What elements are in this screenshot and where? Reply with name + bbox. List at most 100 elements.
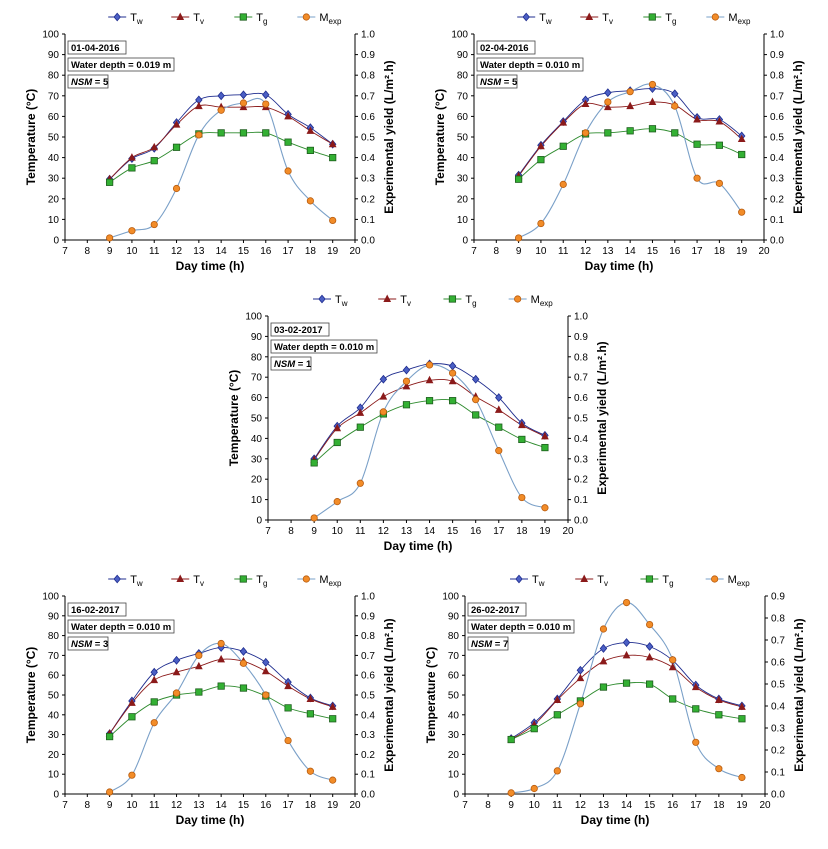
data-point-tw bbox=[495, 393, 503, 403]
x-tick-label: 11 bbox=[149, 800, 160, 811]
legend-marker-tg bbox=[645, 575, 654, 583]
water-depth-box bbox=[476, 57, 584, 72]
data-point-mexp bbox=[425, 361, 434, 369]
data-point-tv bbox=[356, 408, 365, 416]
x-tick-label: 13 bbox=[193, 800, 205, 811]
x-tick-label: 11 bbox=[552, 800, 563, 811]
y-axis-title: Temperature (°C) bbox=[433, 89, 447, 186]
data-point-mexp bbox=[262, 691, 270, 699]
y-tick-label: 50 bbox=[48, 691, 60, 702]
data-point-tv bbox=[645, 652, 654, 661]
y2-tick-label: 1.0 bbox=[574, 312, 588, 323]
y2-tick-label: 0.4 bbox=[770, 153, 784, 164]
data-point-tg bbox=[239, 129, 248, 137]
x-tick-label: 20 bbox=[349, 246, 361, 257]
y-tick-label: 20 bbox=[251, 475, 263, 486]
data-point-tg bbox=[306, 710, 314, 718]
legend-main: M bbox=[531, 294, 540, 306]
data-point-tv bbox=[537, 141, 545, 150]
y-tick-label: 50 bbox=[448, 691, 460, 702]
data-point-mexp bbox=[518, 493, 526, 502]
y2-tick-label: 0.9 bbox=[574, 332, 588, 343]
data-point-tg bbox=[530, 725, 538, 733]
y-tick-label: 30 bbox=[48, 174, 60, 185]
data-point-mexp bbox=[284, 736, 292, 745]
legend-label-tv: Tv bbox=[193, 12, 204, 26]
data-point-mexp bbox=[738, 208, 746, 216]
legend-label-tg: Tg bbox=[256, 574, 267, 588]
data-point-tg bbox=[515, 175, 523, 183]
y-tick-label: 80 bbox=[48, 631, 60, 642]
legend-sub: g bbox=[669, 579, 673, 588]
y-tick-label: 100 bbox=[42, 30, 59, 41]
data-point-tv bbox=[737, 134, 746, 143]
y-tick-label: 60 bbox=[448, 671, 460, 682]
data-point-tv bbox=[194, 661, 203, 670]
data-point-mexp bbox=[217, 639, 225, 648]
y-tick-label: 0 bbox=[53, 236, 59, 247]
legend-sub: g bbox=[263, 579, 267, 588]
data-point-tv bbox=[448, 376, 457, 385]
data-point-tw bbox=[239, 647, 248, 656]
data-point-tv bbox=[738, 702, 746, 710]
series-line-tg bbox=[109, 131, 333, 183]
y-tick-label: 100 bbox=[245, 312, 262, 323]
y2-tick-label: 0.4 bbox=[771, 702, 785, 713]
x-tick-label: 9 bbox=[107, 246, 113, 257]
data-point-mexp bbox=[622, 598, 631, 607]
x-tick-label: 8 bbox=[494, 246, 500, 257]
legend-main: T bbox=[130, 574, 137, 586]
data-point-tg bbox=[106, 732, 114, 741]
data-point-tg bbox=[239, 684, 248, 692]
x-tick-label: 19 bbox=[736, 800, 748, 811]
nsm-box bbox=[270, 356, 312, 371]
y-tick-label: 0 bbox=[256, 516, 262, 527]
series-line-mexp bbox=[109, 642, 333, 793]
legend-label-mexp: Mexp bbox=[319, 12, 342, 26]
legend-sub: v bbox=[407, 299, 411, 308]
nsm-label: NSM = 7 bbox=[471, 639, 508, 650]
legend-main: T bbox=[400, 294, 407, 306]
data-point-mexp bbox=[530, 784, 538, 793]
legend-marker-tv bbox=[176, 12, 185, 21]
series-line-tv bbox=[109, 658, 333, 734]
y-tick-label: 10 bbox=[48, 770, 60, 781]
data-point-mexp bbox=[239, 659, 248, 667]
y-tick-label: 70 bbox=[448, 651, 460, 662]
legend: Tw Tv Tg Mexp bbox=[108, 12, 342, 26]
legend-main: T bbox=[665, 12, 672, 24]
x-tick-label: 10 bbox=[535, 246, 547, 257]
legend-marker-tv bbox=[585, 12, 594, 21]
x-tick-label: 8 bbox=[288, 526, 294, 537]
nsm-label: NSM = 1 bbox=[274, 359, 312, 370]
series-line-tv bbox=[518, 101, 742, 177]
chart-4: 0 10 20 30 40 50 60 70 80 90 100 0.0 0.1 0.2 0.3 0.4 0.5… bbox=[24, 574, 396, 827]
data-point-tw bbox=[262, 657, 270, 667]
water-depth-box bbox=[467, 619, 575, 634]
x-axis-title: Day time (h) bbox=[176, 813, 245, 827]
data-point-tv bbox=[691, 682, 700, 691]
y-tick-label: 10 bbox=[448, 770, 460, 781]
data-point-tv bbox=[648, 97, 657, 105]
x-tick-label: 9 bbox=[311, 526, 317, 537]
y2-tick-label: 0.3 bbox=[771, 724, 785, 735]
data-point-mexp bbox=[715, 179, 723, 187]
data-point-tg bbox=[172, 143, 181, 151]
x-tick-label: 11 bbox=[355, 526, 366, 537]
y-tick-label: 30 bbox=[251, 454, 263, 465]
y-tick-label: 90 bbox=[48, 611, 60, 622]
x-tick-label: 17 bbox=[283, 800, 295, 811]
data-point-tg bbox=[518, 435, 526, 444]
data-point-tg bbox=[738, 715, 746, 723]
data-point-mexp bbox=[306, 767, 314, 775]
data-point-tg bbox=[693, 140, 701, 148]
y2-tick-label: 0.7 bbox=[574, 373, 588, 384]
data-point-tg bbox=[669, 695, 677, 703]
y-axis-title: Temperature (°C) bbox=[24, 89, 38, 186]
data-point-mexp bbox=[646, 620, 654, 629]
series-line-tv bbox=[109, 104, 333, 180]
x-tick-label: 8 bbox=[85, 800, 91, 811]
data-point-tw bbox=[671, 89, 679, 99]
data-point-tg bbox=[402, 401, 411, 409]
x-tick-label: 15 bbox=[238, 246, 250, 257]
